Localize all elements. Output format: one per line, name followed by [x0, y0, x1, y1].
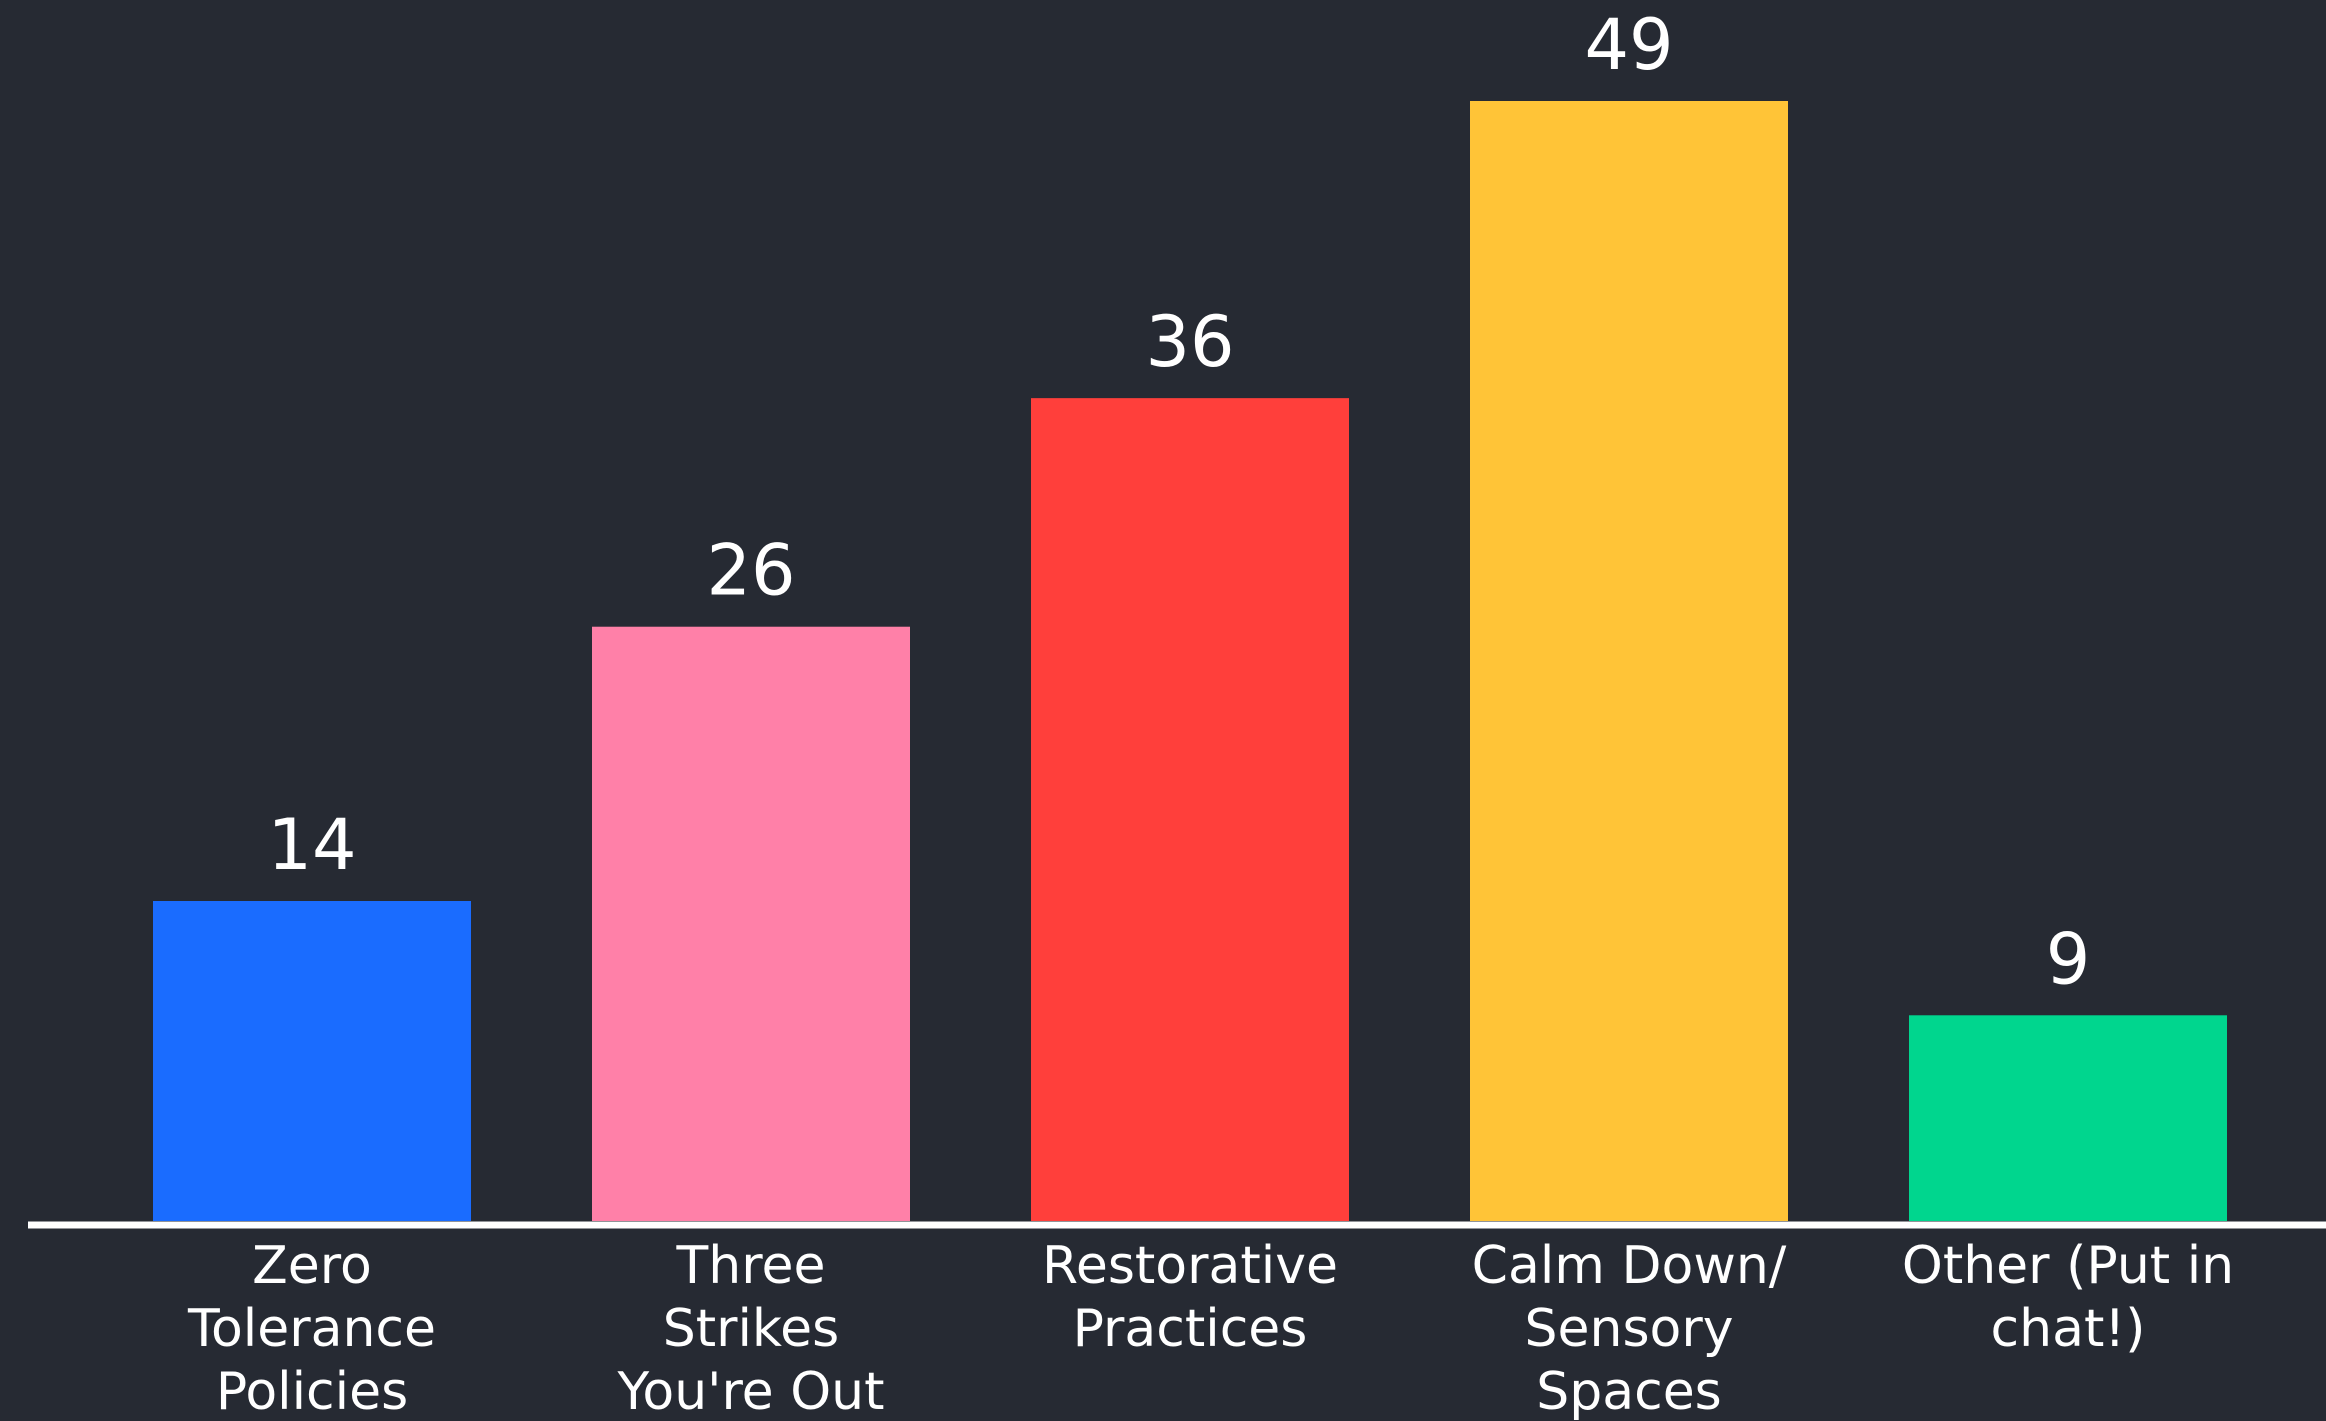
category-label-line: chat!): [1991, 1299, 2146, 1359]
bar-1: [153, 901, 471, 1221]
bar-5: [1909, 1015, 2227, 1221]
bar-3: [1031, 398, 1349, 1222]
category-label-line: Calm Down/: [1472, 1236, 1787, 1296]
value-label-2: 26: [706, 530, 795, 612]
category-label-line: Zero: [252, 1236, 372, 1296]
value-label-3: 36: [1145, 301, 1234, 383]
category-label-line: Policies: [216, 1362, 408, 1421]
bar-2: [592, 626, 910, 1221]
value-label-5: 9: [2046, 918, 2091, 1000]
value-label-1: 14: [267, 804, 356, 886]
bars: [153, 101, 2227, 1222]
category-label-line: Three: [676, 1236, 826, 1296]
category-label-2: Three Strikes You're Out: [617, 1236, 885, 1421]
category-label-line: Strikes: [663, 1299, 840, 1359]
value-label-4: 49: [1584, 4, 1673, 86]
category-label-line: Restorative: [1042, 1236, 1338, 1296]
category-label-5: Other (Put in chat!): [1902, 1236, 2234, 1359]
category-label-line: Practices: [1073, 1299, 1308, 1359]
category-labels: Zero Tolerance Policies Three Strikes You're …: [187, 1236, 2234, 1421]
category-label-3: Restorative Practices: [1042, 1236, 1338, 1359]
category-label-line: Other (Put in: [1902, 1236, 2234, 1296]
category-label-line: Spaces: [1536, 1362, 1722, 1421]
category-label-1: Zero Tolerance Policies: [187, 1236, 436, 1421]
category-label-4: Calm Down/Sensory Spaces: [1472, 1236, 1787, 1421]
category-label-line: You're Out: [617, 1362, 885, 1421]
category-label-line: Sensory: [1524, 1299, 1733, 1359]
category-label-line: Tolerance: [187, 1299, 436, 1359]
bar-4: [1470, 101, 1788, 1221]
value-labels: 14 26 36 49 9: [267, 4, 2090, 1000]
